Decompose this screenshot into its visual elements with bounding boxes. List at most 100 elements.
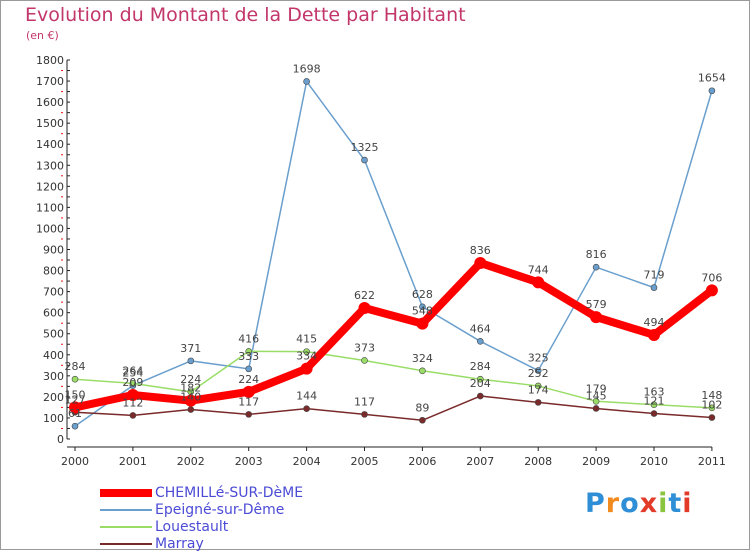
data-label: 371 xyxy=(180,342,201,355)
data-label: 252 xyxy=(528,367,549,380)
data-point xyxy=(648,328,660,341)
data-label: 179 xyxy=(586,382,607,395)
x-tick-label: 2010 xyxy=(640,455,668,468)
data-point xyxy=(361,411,368,418)
data-label: 112 xyxy=(122,396,143,409)
data-point xyxy=(592,405,600,412)
y-tick-label: 900 xyxy=(43,244,64,257)
y-tick-label: 1200 xyxy=(36,180,64,193)
data-label: 89 xyxy=(415,401,429,414)
data-point xyxy=(416,317,429,330)
data-point xyxy=(476,375,484,383)
chart-title: Evolution du Montant de la Dette par Hab… xyxy=(25,4,466,26)
legend-swatch xyxy=(100,543,152,545)
data-label: 1654 xyxy=(698,72,726,85)
x-tick-label: 2009 xyxy=(582,455,610,468)
data-label: 628 xyxy=(412,288,433,301)
x-tick-label: 2004 xyxy=(293,455,321,468)
data-label: 579 xyxy=(586,298,607,311)
data-label: 324 xyxy=(412,352,433,365)
data-point xyxy=(245,365,252,373)
data-label: 622 xyxy=(354,289,375,302)
logo-letter: x xyxy=(639,488,659,519)
data-point xyxy=(590,311,603,324)
data-point xyxy=(419,303,426,311)
data-point xyxy=(474,256,487,269)
y-tick-label: 700 xyxy=(43,286,64,299)
data-point xyxy=(708,87,716,95)
y-tick-label: 400 xyxy=(43,349,64,362)
data-label: 464 xyxy=(470,322,491,335)
data-point xyxy=(126,388,139,401)
data-label: 224 xyxy=(180,373,201,386)
y-tick-label: 1000 xyxy=(36,222,64,235)
data-point xyxy=(476,338,484,345)
x-tick-label: 2000 xyxy=(61,455,89,468)
data-point xyxy=(650,401,658,408)
data-label: 224 xyxy=(238,373,259,386)
data-label: 264 xyxy=(122,364,143,377)
data-label: 548 xyxy=(412,305,433,318)
data-point xyxy=(129,412,137,419)
y-tick-label: 100 xyxy=(43,412,64,425)
data-point xyxy=(532,276,545,289)
data-label: 150 xyxy=(65,388,86,401)
data-point xyxy=(184,394,197,407)
data-point xyxy=(303,78,310,85)
data-point xyxy=(358,302,371,315)
data-label: 373 xyxy=(354,341,375,354)
y-tick-label: 300 xyxy=(43,370,64,383)
y-tick-label: 200 xyxy=(43,391,64,404)
data-point xyxy=(303,405,310,412)
data-label: 127 xyxy=(65,393,86,406)
data-point xyxy=(300,362,313,375)
data-label: 836 xyxy=(470,244,491,257)
x-tick-label: 2006 xyxy=(408,455,436,468)
y-tick-label: 1700 xyxy=(36,75,64,88)
data-label: 209 xyxy=(122,376,143,389)
data-point xyxy=(187,406,195,413)
data-point xyxy=(245,348,252,355)
data-point xyxy=(708,404,716,412)
data-label: 117 xyxy=(354,395,375,408)
data-point xyxy=(592,398,600,405)
x-tick-label: 2003 xyxy=(235,455,263,468)
x-tick-label: 2001 xyxy=(119,455,147,468)
data-point xyxy=(245,411,252,418)
data-label: 494 xyxy=(644,316,665,329)
series-line-3 xyxy=(74,395,713,422)
data-point xyxy=(534,367,542,374)
data-label: 706 xyxy=(701,271,722,284)
data-label: 121 xyxy=(644,395,665,408)
logo-letter: i xyxy=(658,488,669,519)
data-label: 102 xyxy=(701,399,722,412)
data-label: 284 xyxy=(65,360,86,373)
legend-label: Marray xyxy=(155,536,204,552)
y-tick-label: 1500 xyxy=(36,117,64,130)
data-label: 117 xyxy=(238,395,259,408)
legend-label: Epeigné-sur-Dême xyxy=(155,502,285,518)
data-label: 61 xyxy=(68,407,82,420)
data-label: 415 xyxy=(296,333,317,346)
logo-letter: r xyxy=(605,488,621,519)
data-label: 416 xyxy=(238,332,259,345)
data-label: 1698 xyxy=(293,62,321,75)
data-point xyxy=(534,399,542,406)
logo-letter: P xyxy=(585,488,606,519)
data-label: 333 xyxy=(238,350,259,363)
data-label: 145 xyxy=(586,389,607,402)
data-label: 148 xyxy=(701,389,722,402)
data-point xyxy=(361,357,368,364)
data-label: 204 xyxy=(470,377,491,390)
x-tick-label: 2008 xyxy=(524,455,552,468)
data-point xyxy=(705,284,718,297)
data-point xyxy=(71,375,79,383)
logo-letter: o xyxy=(620,488,640,519)
axes: 0 100 200 300 400 500 600 700 800 900 1000 1100 1200… xyxy=(36,54,726,468)
data-point xyxy=(476,392,484,400)
data-label: 140 xyxy=(180,391,201,404)
data-point xyxy=(69,401,81,414)
legend-label: Louestault xyxy=(155,519,229,535)
data-point xyxy=(303,348,310,355)
